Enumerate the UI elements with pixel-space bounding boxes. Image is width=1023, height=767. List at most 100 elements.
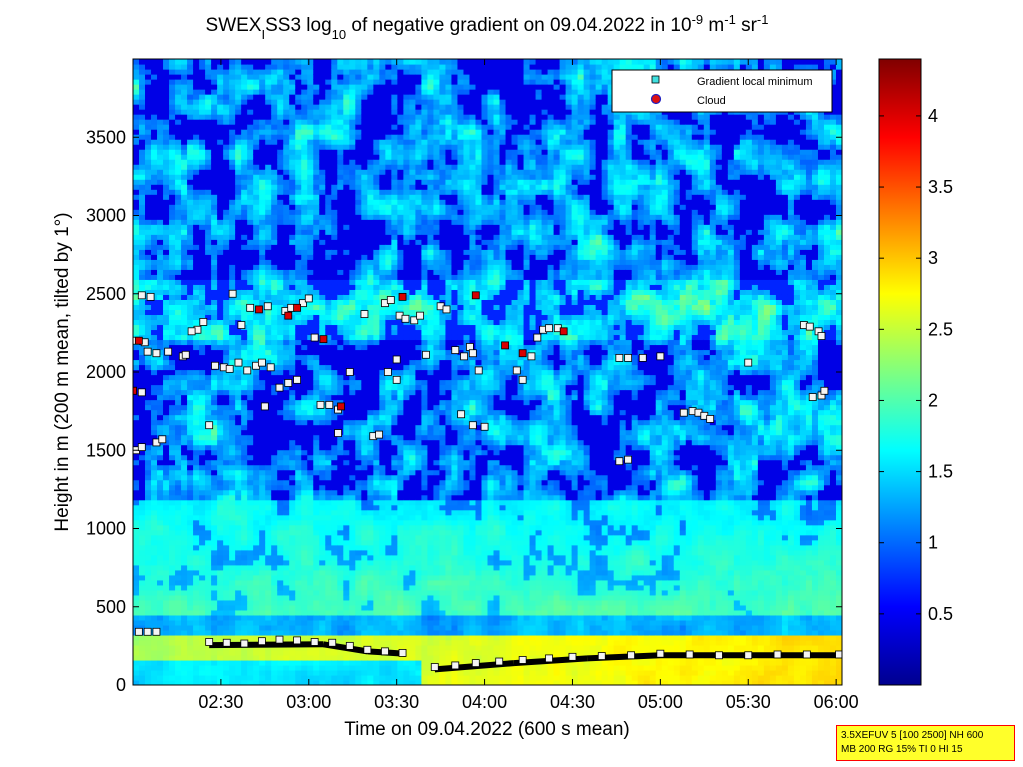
x-tick-label: 06:00 — [814, 692, 859, 712]
heatmap-field — [133, 59, 843, 686]
cloud-marker — [338, 403, 345, 410]
x-tick-label: 03:30 — [374, 692, 419, 712]
gradient-minimum-marker — [206, 638, 213, 645]
gradient-minimum-marker — [188, 328, 195, 335]
legend-label-minimum: Gradient local minimum — [697, 76, 813, 88]
gradient-minimum-marker — [458, 411, 465, 418]
legend: Gradient local minimum Cloud — [612, 70, 832, 112]
gradient-minimum-marker — [806, 323, 813, 330]
cloud-marker — [285, 312, 292, 319]
gradient-minimum-marker — [475, 367, 482, 374]
gradient-minimum-marker — [384, 369, 391, 376]
gradient-minimum-marker — [182, 351, 189, 358]
colorbar-tick-label: 3 — [928, 248, 938, 268]
gradient-minimum-marker — [496, 658, 503, 665]
gradient-minimum-marker — [264, 303, 271, 310]
colorbar: 0.511.522.533.54 — [879, 59, 953, 685]
gradient-minimum-marker — [657, 650, 664, 657]
legend-label-cloud: Cloud — [697, 95, 726, 107]
parameter-stamp: 3.5XEFUV 5 [100 2500] NH 600 MB 200 RG 1… — [836, 725, 1015, 761]
gradient-minimum-marker — [393, 376, 400, 383]
x-tick-label: 02:30 — [198, 692, 243, 712]
gradient-minimum-marker — [452, 347, 459, 354]
y-tick-label: 500 — [96, 597, 126, 617]
gradient-minimum-marker — [138, 444, 145, 451]
y-tick-label: 2000 — [86, 362, 126, 382]
gradient-minimum-marker — [745, 652, 752, 659]
gradient-minimum-marker — [818, 333, 825, 340]
x-tick-label: 05:00 — [638, 692, 683, 712]
y-tick-label: 3000 — [86, 206, 126, 226]
x-tick-label: 03:00 — [286, 692, 331, 712]
gradient-minimum-marker — [229, 290, 236, 297]
gradient-minimum-marker — [472, 660, 479, 667]
x-tick-label: 04:30 — [550, 692, 595, 712]
gradient-minimum-marker — [402, 315, 409, 322]
gradient-minimum-marker — [364, 646, 371, 653]
gradient-minimum-marker — [258, 638, 265, 645]
y-tick-label: 1000 — [86, 519, 126, 539]
chart-title: SWEXISS3 log10 of negative gradient on 0… — [206, 12, 769, 42]
gradient-minimum-marker — [361, 311, 368, 318]
gradient-minimum-marker — [346, 642, 353, 649]
y-axis-label: Height in m (200 m mean, tilted by 1°) — [52, 212, 73, 531]
colorbar-tick-label: 4 — [928, 106, 938, 126]
y-tick-label: 3500 — [86, 127, 126, 147]
cloud-marker — [399, 293, 406, 300]
cloud-marker — [472, 292, 479, 299]
gradient-minimum-marker — [223, 639, 230, 646]
gradient-minimum-marker — [528, 353, 535, 360]
colorbar-tick-label: 1 — [928, 533, 938, 553]
gradient-minimum-marker — [639, 354, 646, 361]
x-tick-label: 04:00 — [462, 692, 507, 712]
gradient-minimum-marker — [276, 636, 283, 643]
gradient-minimum-marker — [387, 297, 394, 304]
colorbar-gradient — [879, 59, 921, 685]
gradient-minimum-marker — [376, 431, 383, 438]
gradient-minimum-marker — [616, 354, 623, 361]
gradient-minimum-marker — [285, 379, 292, 386]
gradient-minimum-marker — [715, 652, 722, 659]
gradient-minimum-marker — [247, 304, 254, 311]
gradient-minimum-marker — [393, 356, 400, 363]
gradient-minimum-marker — [469, 422, 476, 429]
gradient-minimum-marker — [774, 651, 781, 658]
gradient-minimum-marker — [138, 292, 145, 299]
gradient-minimum-marker — [461, 353, 468, 360]
cloud-marker — [320, 336, 327, 343]
gradient-minimum-marker — [625, 456, 632, 463]
gradient-minimum-marker — [144, 348, 151, 355]
gradient-minimum-marker — [745, 359, 752, 366]
cloud-marker — [255, 306, 262, 313]
gradient-minimum-marker — [546, 655, 553, 662]
gradient-minimum-marker — [135, 628, 142, 635]
gradient-minimum-marker — [443, 306, 450, 313]
gradient-minimum-marker — [329, 639, 336, 646]
y-tick-label: 0 — [116, 675, 126, 695]
cloud-marker — [560, 328, 567, 335]
gradient-minimum-marker — [165, 348, 172, 355]
colorbar-tick-label: 2.5 — [928, 319, 953, 339]
gradient-minimum-marker — [417, 312, 424, 319]
gradient-minimum-marker — [238, 322, 245, 329]
x-tick-label: 05:30 — [726, 692, 771, 712]
gradient-minimum-marker — [519, 656, 526, 663]
colorbar-tick-label: 2 — [928, 390, 938, 410]
gradient-minimum-marker — [469, 350, 476, 357]
colorbar-tick-label: 3.5 — [928, 177, 953, 197]
cloud-marker — [294, 304, 301, 311]
gradient-minimum-marker — [346, 369, 353, 376]
plot-area: 02:30 03:00 03:30 04:00 04:30 05:00 05:30 06:00… — [86, 59, 859, 712]
gradient-minimum-marker — [241, 640, 248, 647]
colorbar-tick-label: 0.5 — [928, 604, 953, 624]
gradient-minimum-marker — [200, 318, 207, 325]
gradient-minimum-marker — [244, 367, 251, 374]
gradient-minimum-marker — [305, 295, 312, 302]
gradient-minimum-marker — [212, 362, 219, 369]
gradient-minimum-marker — [625, 354, 632, 361]
gradient-minimum-marker — [399, 649, 406, 656]
gradient-minimum-marker — [707, 415, 714, 422]
gradient-minimum-marker — [569, 653, 576, 660]
cloud-marker — [135, 337, 142, 344]
